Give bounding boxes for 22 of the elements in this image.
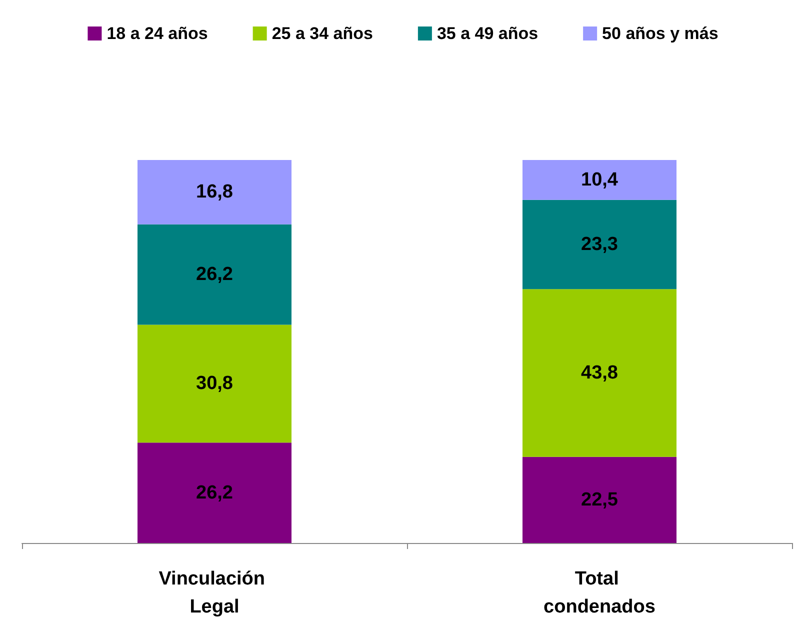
bar (138, 442, 292, 543)
data-label: 22,5 (581, 489, 618, 510)
data-label: 23,3 (581, 234, 618, 255)
bar (138, 160, 292, 224)
x-tick-label: Total condenados (544, 568, 656, 618)
data-label: 30,8 (196, 373, 233, 394)
data-label: 26,2 (196, 482, 233, 504)
bar (522, 160, 676, 200)
x-tick-label: Vinculación Legal (158, 568, 270, 618)
bar (522, 456, 676, 543)
bar (138, 324, 292, 443)
data-label: 10,4 (581, 169, 618, 190)
bar (138, 224, 292, 325)
data-label: 16,8 (196, 182, 233, 203)
legend-label: 18 a 24 años (106, 24, 208, 43)
bar (522, 289, 676, 457)
legend-label: 35 a 49 años (436, 24, 538, 43)
legend-label: 50 años y más (602, 24, 718, 43)
legend-label: 25 a 34 años (272, 24, 373, 43)
bar (522, 200, 676, 290)
data-label: 26,2 (196, 264, 233, 286)
data-label: 43,8 (581, 362, 618, 384)
